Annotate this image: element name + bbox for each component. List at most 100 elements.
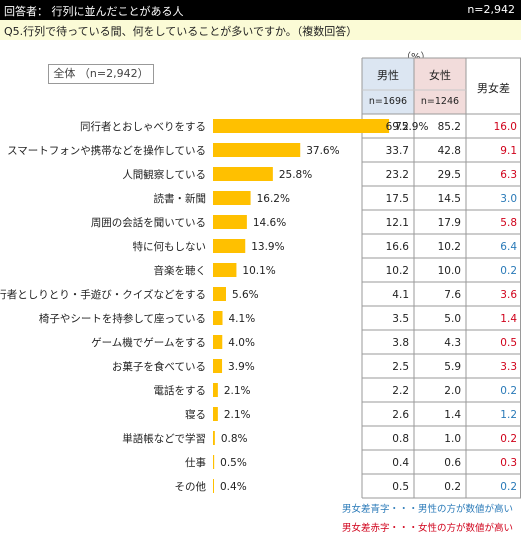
bar: [213, 407, 218, 421]
legend-female-higher: 男女差赤字・・・女性の方が数値が高い: [342, 523, 514, 534]
category-label: 音楽を聴く: [154, 264, 207, 277]
bar-value-label: 2.1%: [224, 409, 251, 421]
category-label: お菓子を食べている: [112, 360, 206, 373]
female-value-cell: 1.0: [444, 433, 461, 445]
female-value-cell: 0.2: [444, 481, 461, 493]
bar: [213, 479, 214, 493]
respondent-header: 回答者： 行列に並んだことがある人 n=2,942: [0, 0, 521, 20]
male-value-cell: 2.6: [392, 409, 409, 421]
bar: [213, 263, 237, 277]
female-value-cell: 85.2: [438, 121, 461, 133]
male-value-cell: 23.2: [386, 169, 409, 181]
diff-value-cell: 1.2: [500, 409, 517, 421]
bar-value-label: 16.2%: [257, 193, 290, 205]
male-value-cell: 12.1: [386, 217, 409, 229]
bar-value-label: 14.6%: [253, 217, 286, 229]
female-value-cell: 5.0: [444, 313, 461, 325]
category-label: 寝る: [185, 408, 206, 421]
diff-header-label: 男女差: [477, 81, 510, 95]
male-n-label: n=1696: [369, 96, 407, 107]
diff-value-cell: 0.2: [500, 433, 517, 445]
respondent-label: 回答者： 行列に並んだことがある人: [4, 5, 184, 18]
bar-value-label: 4.0%: [228, 337, 255, 349]
category-label: 電話をする: [154, 384, 207, 397]
bar: [213, 191, 251, 205]
question-text: Q5.行列で待っている間、何をしていることが多いですか。（複数回答）: [4, 25, 358, 38]
diff-value-cell: 0.2: [500, 265, 517, 277]
male-value-cell: 2.5: [392, 361, 409, 373]
female-header-label: 女性: [429, 68, 451, 82]
bar: [213, 431, 215, 445]
female-value-cell: 14.5: [438, 193, 461, 205]
diff-header-cell: [466, 58, 521, 114]
male-value-cell: 10.2: [386, 265, 409, 277]
diff-value-cell: 0.2: [500, 385, 517, 397]
male-value-cell: 17.5: [386, 193, 409, 205]
diff-value-cell: 0.5: [500, 337, 517, 349]
diff-value-cell: 16.0: [494, 121, 517, 133]
male-value-cell: 33.7: [386, 145, 409, 157]
male-value-cell: 0.5: [392, 481, 409, 493]
category-label: ゲーム機でゲームをする: [91, 336, 206, 349]
bar: [213, 335, 223, 349]
female-value-cell: 29.5: [438, 169, 461, 181]
male-value-cell: 4.1: [392, 289, 409, 301]
female-value-cell: 10.0: [438, 265, 461, 277]
category-label: 仕事: [185, 456, 206, 469]
male-value-cell: 3.8: [392, 337, 409, 349]
bar-value-label: 25.8%: [279, 169, 312, 181]
bar-value-label: 4.1%: [229, 313, 256, 325]
diff-value-cell: 3.0: [500, 193, 517, 205]
category-label: 単語帳などで学習: [122, 432, 206, 445]
diff-value-cell: 3.6: [500, 289, 517, 301]
male-value-cell: 0.8: [392, 433, 409, 445]
category-label: 周囲の会話を聞いている: [91, 216, 206, 229]
bar: [213, 359, 223, 373]
male-value-cell: 3.5: [392, 313, 409, 325]
bar-value-label: 10.1%: [242, 265, 275, 277]
diff-value-cell: 3.3: [500, 361, 517, 373]
category-label: 同行者とおしゃべりをする: [80, 120, 206, 133]
bar: [213, 167, 273, 181]
bar: [213, 455, 215, 469]
bar-value-label: 2.1%: [224, 385, 251, 397]
category-label: その他: [175, 480, 207, 493]
female-value-cell: 4.3: [444, 337, 461, 349]
male-value-cell: 2.2: [392, 385, 409, 397]
diff-value-cell: 5.8: [500, 217, 517, 229]
question-bar: Q5.行列で待っている間、何をしていることが多いですか。（複数回答）: [0, 20, 521, 40]
female-value-cell: 42.8: [438, 145, 461, 157]
diff-value-cell: 0.3: [500, 457, 517, 469]
diff-value-cell: 9.1: [500, 145, 517, 157]
female-value-cell: 10.2: [438, 241, 461, 253]
female-value-cell: 7.6: [444, 289, 461, 301]
bar-value-label: 37.6%: [306, 145, 339, 157]
male-value-cell: 69.2: [386, 121, 409, 133]
male-value-cell: 0.4: [392, 457, 409, 469]
bar-value-label: 0.4%: [220, 481, 247, 493]
female-value-cell: 2.0: [444, 385, 461, 397]
diff-value-cell: 1.4: [500, 313, 517, 325]
bar: [213, 239, 246, 253]
bar-value-label: 13.9%: [251, 241, 284, 253]
category-label: 椅子やシートを持参して座っている: [39, 312, 206, 325]
bar-value-label: 5.6%: [232, 289, 259, 301]
category-label: 同行者としりとり・手遊び・クイズなどをする: [0, 288, 206, 301]
bar: [213, 383, 218, 397]
male-header-cell: [362, 58, 414, 114]
diff-value-cell: 6.3: [500, 169, 517, 181]
female-value-cell: 17.9: [438, 217, 461, 229]
bar-value-label: 0.5%: [220, 457, 247, 469]
female-value-cell: 5.9: [444, 361, 461, 373]
total-n-label: n=2,942: [467, 3, 515, 16]
bar: [213, 215, 247, 229]
bar-value-label: 0.8%: [221, 433, 248, 445]
bar: [213, 311, 223, 325]
male-value-cell: 16.6: [386, 241, 410, 253]
bar-value-label: 75.9%: [395, 121, 428, 133]
category-label: 人間観察している: [122, 168, 206, 181]
total-label-box: 全体 （n=2,942）: [48, 64, 154, 84]
bar-value-label: 3.9%: [228, 361, 255, 373]
bar: [213, 287, 226, 301]
